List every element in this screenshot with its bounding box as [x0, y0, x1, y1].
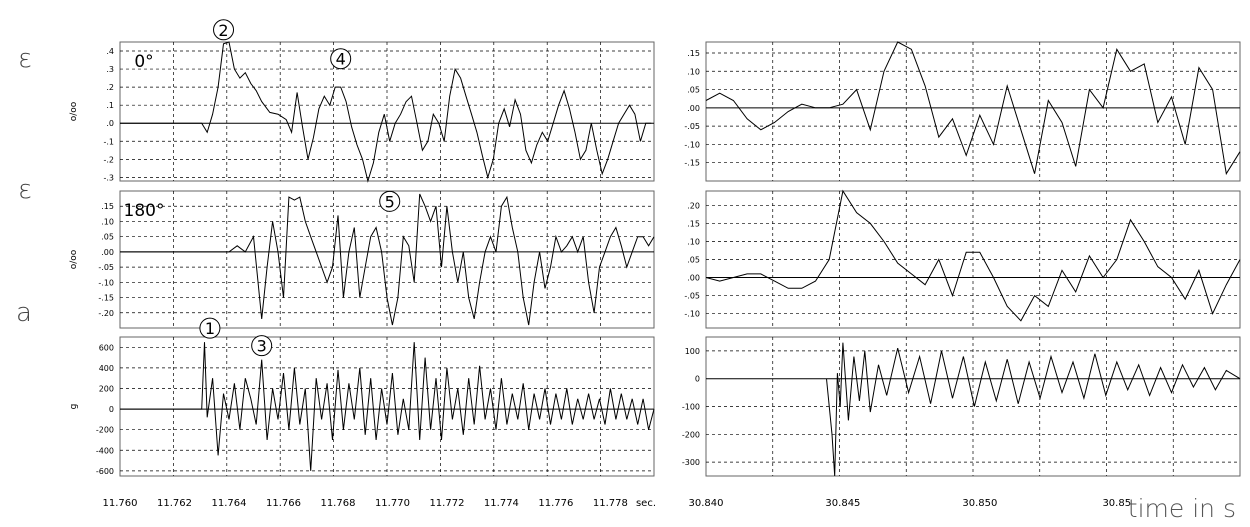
- accel-right-ytick-label: 0: [695, 375, 700, 384]
- time-axis-label: time in s: [1127, 494, 1236, 523]
- strain-180-right-ytick-label: .00: [687, 274, 700, 283]
- accel-left-xtick-label: 11.772: [429, 498, 464, 509]
- accel-left-xtick-label: 11.762: [157, 498, 192, 509]
- strain-180-left-ytick-label: -.05: [98, 263, 114, 272]
- strain-180-right-ytick-label: -.10: [684, 310, 700, 319]
- accel-right-ytick-label: 100: [685, 347, 700, 356]
- marker-4-circle: [330, 48, 352, 70]
- strain-symbol-top: ε: [18, 44, 33, 74]
- strain-0-left-angle-label: 0°: [134, 52, 153, 72]
- strain-0-right-ytick-label: .10: [687, 67, 700, 76]
- accel-right-xtick-label: 30.850: [962, 498, 997, 509]
- strain-0-left-ytick-label: .3: [106, 65, 114, 74]
- strain-0-left-ylabel: o/oo: [69, 101, 79, 121]
- strain-180-left-ytick-label: .10: [101, 217, 114, 226]
- strain-0-right-ytick-label: -.05: [684, 122, 700, 131]
- accel-right-ytick-label: -200: [682, 430, 700, 439]
- strain-180-left-ytick-label: .00: [101, 248, 114, 257]
- strain-180-left-ytick-label: .05: [101, 233, 114, 242]
- strain-180-right-ytick-label: .05: [687, 256, 700, 265]
- strain-0-left-ytick-label: .4: [106, 47, 114, 56]
- strain-180-left-ytick-label: -.20: [98, 309, 114, 318]
- marker-4-label: 4: [336, 50, 346, 69]
- strain-0-left-series-line: [120, 41, 652, 183]
- marker-5-label: 5: [385, 192, 395, 211]
- accel-right-ytick-label: -300: [682, 458, 700, 467]
- accel-left-xtick-label: 11.760: [103, 498, 138, 509]
- accel-left-ytick-label: 600: [99, 343, 114, 352]
- marker-1-label: 1: [205, 319, 215, 338]
- accel-right-xtick-label: 30.840: [689, 498, 724, 509]
- accel-left-ytick-label: -600: [96, 467, 114, 476]
- accel-left-xtick-label: 11.764: [211, 498, 246, 509]
- accel-left-xtick-label: 11.766: [266, 498, 301, 509]
- strain-0-right-ytick-label: -.15: [684, 159, 700, 168]
- strain-180-left-ytick-label: .15: [101, 202, 114, 211]
- accel-left-xtick-label: 11.776: [538, 498, 573, 509]
- strain-0-left-ytick-label: .2: [106, 83, 114, 92]
- marker-5-circle: [379, 190, 401, 212]
- strain-0-left-ytick-label: -.2: [103, 155, 114, 164]
- accel-left-ytick-label: -200: [96, 426, 114, 435]
- marker-2-label: 2: [218, 21, 228, 40]
- accel-left-xtick-label: 11.770: [375, 498, 410, 509]
- accel-left-xtick-label: 11.778: [593, 498, 628, 509]
- accel-left-ytick-label: 0: [109, 405, 114, 414]
- accel-right-ytick-label: -100: [682, 403, 700, 412]
- strain-0-left-ytick-label: .0: [106, 119, 114, 128]
- accel-right-xtick-label: 30.85: [1102, 498, 1131, 509]
- accel-left-xtick-label: 11.768: [320, 498, 355, 509]
- accel-symbol: a: [16, 298, 32, 328]
- strain-0-right-series-line: [705, 41, 1241, 176]
- strain-180-left-ylabel: o/oo: [69, 249, 79, 269]
- accel-left-ylabel: g: [69, 404, 79, 410]
- accel-left-series-line: [120, 342, 655, 471]
- accel-right-xtick-label: 30.845: [825, 498, 860, 509]
- strain-180-left-ytick-label: -.10: [98, 278, 114, 287]
- marker-3-label: 3: [257, 337, 267, 356]
- strain-0-right-ytick-label: -.10: [684, 140, 700, 149]
- strain-0-left-ytick-label: -.1: [103, 137, 114, 146]
- strain-180-right-ytick-label: .10: [687, 237, 700, 246]
- strain-180-right-ytick-label: -.05: [684, 292, 700, 301]
- strain-0-right-ytick-label: .15: [687, 49, 700, 58]
- marker-3-circle: [251, 335, 273, 357]
- strain-0-left-ytick-label: .1: [106, 101, 114, 110]
- accel-left-xtick-label: sec.: [636, 498, 656, 509]
- strain-180-left-ytick-label: -.15: [98, 294, 114, 303]
- strain-0-right-ytick-label: .00: [687, 104, 700, 113]
- strain-180-right-ytick-label: .15: [687, 219, 700, 228]
- accel-left-xtick-label: 11.774: [484, 498, 519, 509]
- strain-0-right-ytick-label: .05: [687, 86, 700, 95]
- strain-symbol-middle: ε: [18, 175, 33, 205]
- marker-1-circle: [199, 317, 221, 339]
- strain-180-left-series-line: [120, 193, 655, 326]
- marker-2-circle: [213, 19, 235, 41]
- strain-0-left-ytick-label: -.3: [103, 173, 114, 182]
- strain-180-left-angle-label: 180°: [124, 201, 165, 221]
- strain-180-right-series-line: [705, 189, 1241, 322]
- accel-left-ytick-label: 200: [99, 384, 114, 393]
- accel-right-series-line: [826, 342, 1241, 477]
- accel-left-ytick-label: -400: [96, 446, 114, 455]
- accel-left-ytick-label: 400: [99, 364, 114, 373]
- strain-180-right-ytick-label: .20: [687, 201, 700, 210]
